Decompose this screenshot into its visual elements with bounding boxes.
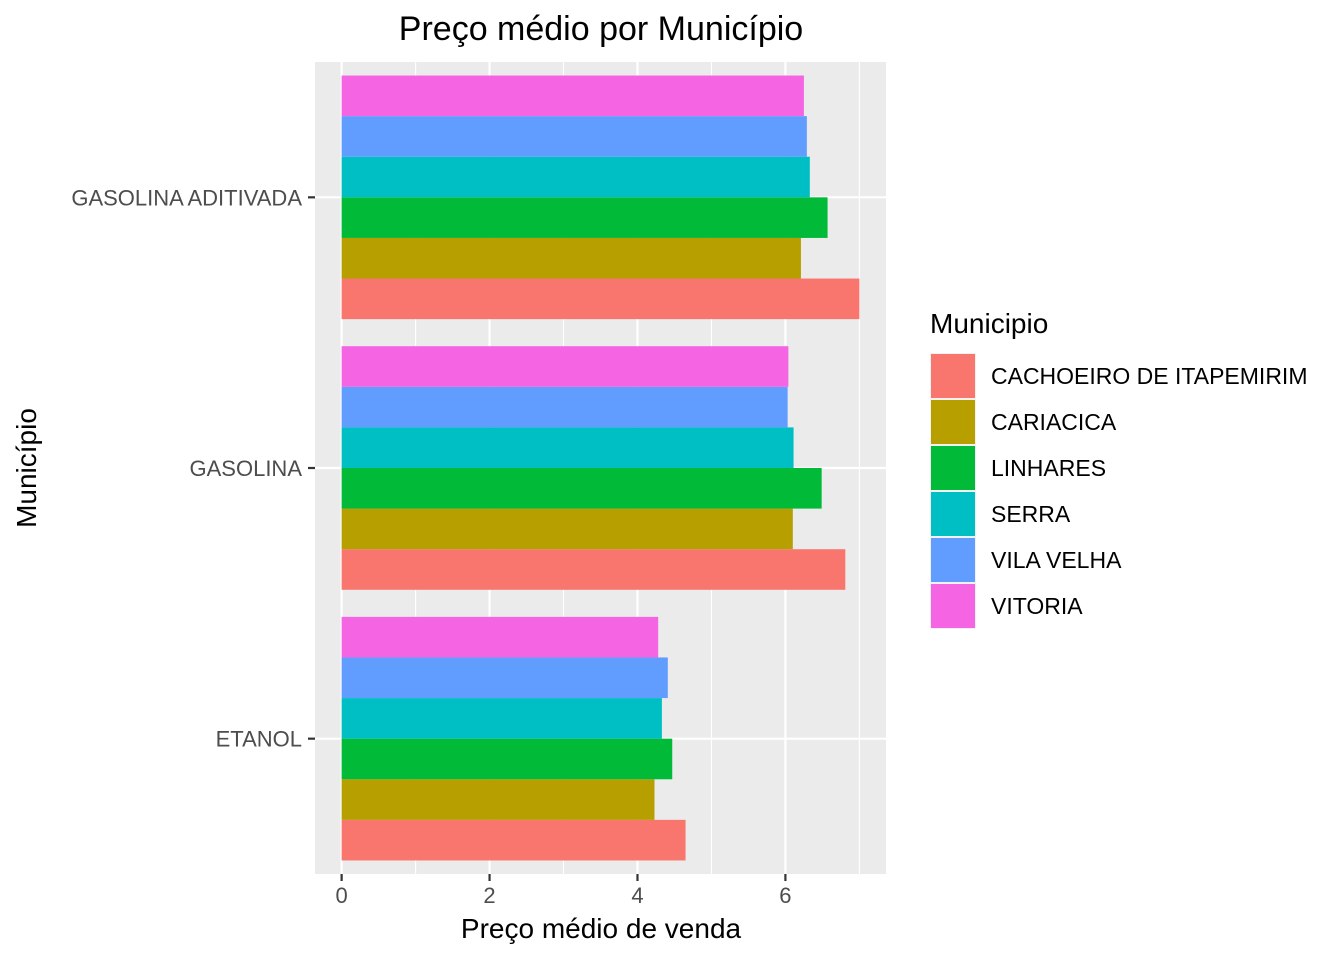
- x-tick-label: 2: [483, 883, 495, 908]
- plot-panel: [315, 62, 886, 874]
- bar: [341, 116, 807, 157]
- bar: [341, 657, 668, 699]
- legend-swatch: [931, 584, 975, 628]
- legend-label: CACHOEIRO DE ITAPEMIRIM: [991, 363, 1308, 389]
- legend-swatch: [931, 538, 975, 582]
- bar: [341, 75, 804, 117]
- legend-label: LINHARES: [991, 455, 1106, 481]
- y-tick-label: GASOLINA ADITIVADA: [71, 185, 302, 210]
- bar: [341, 738, 673, 780]
- bar: [341, 698, 662, 739]
- bar: [341, 468, 822, 509]
- bar: [341, 156, 810, 198]
- bar: [341, 346, 789, 387]
- legend-swatch: [931, 446, 975, 490]
- bar: [341, 819, 686, 861]
- bar: [341, 508, 793, 550]
- x-axis: 0 2 4 6: [336, 874, 792, 908]
- legend-swatch: [931, 354, 975, 398]
- bar: [341, 237, 801, 279]
- y-axis: ETANOL GASOLINA GASOLINA ADITIVADA: [71, 185, 315, 752]
- y-axis-title: Município: [11, 408, 42, 528]
- legend-label: SERRA: [991, 501, 1071, 527]
- x-tick-label: 6: [779, 883, 791, 908]
- legend-swatch: [931, 492, 975, 536]
- bar: [341, 616, 659, 658]
- bar: [341, 386, 788, 428]
- bar: [341, 549, 846, 590]
- legend-label: VILA VELHA: [991, 547, 1122, 573]
- x-tick-label: 4: [631, 883, 643, 908]
- legend-label: CARIACICA: [991, 409, 1117, 435]
- bar: [341, 278, 860, 320]
- legend: Municipio CACHOEIRO DE ITAPEMIRIM CARIACI…: [930, 308, 1308, 629]
- bar: [341, 779, 655, 820]
- bar: [341, 197, 828, 238]
- chart-title: Preço médio por Município: [399, 10, 803, 48]
- y-tick-label: ETANOL: [216, 727, 302, 752]
- x-tick-label: 0: [336, 883, 348, 908]
- x-axis-title: Preço médio de venda: [461, 913, 742, 944]
- legend-title: Municipio: [930, 308, 1048, 339]
- legend-label: VITORIA: [991, 593, 1083, 619]
- y-tick-label: GASOLINA: [190, 456, 303, 481]
- legend-swatch: [931, 400, 975, 444]
- bar: [341, 427, 794, 468]
